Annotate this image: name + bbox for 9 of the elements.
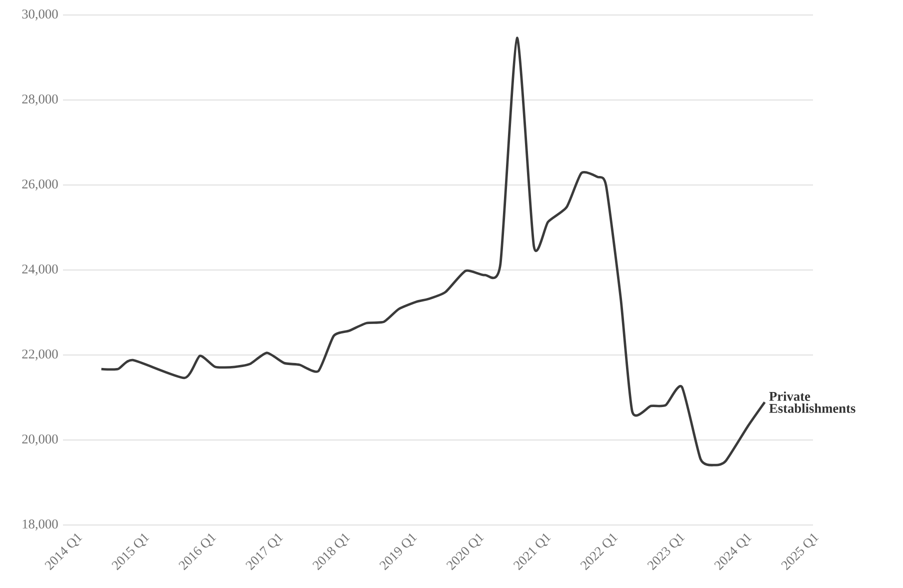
y-tick-label: 28,000 bbox=[22, 94, 58, 106]
y-tick-label: 26,000 bbox=[22, 180, 58, 190]
series-label: Private Establishments bbox=[769, 391, 856, 413]
y-tick-label: 20,000 bbox=[22, 434, 58, 446]
y-tick-label: 22,000 bbox=[22, 350, 58, 360]
y-tick-label: 18,000 bbox=[22, 520, 58, 530]
y-tick-label: 24,000 bbox=[22, 264, 58, 276]
line-series bbox=[100, 36, 766, 466]
y-tick-label: 30,000 bbox=[22, 10, 58, 20]
